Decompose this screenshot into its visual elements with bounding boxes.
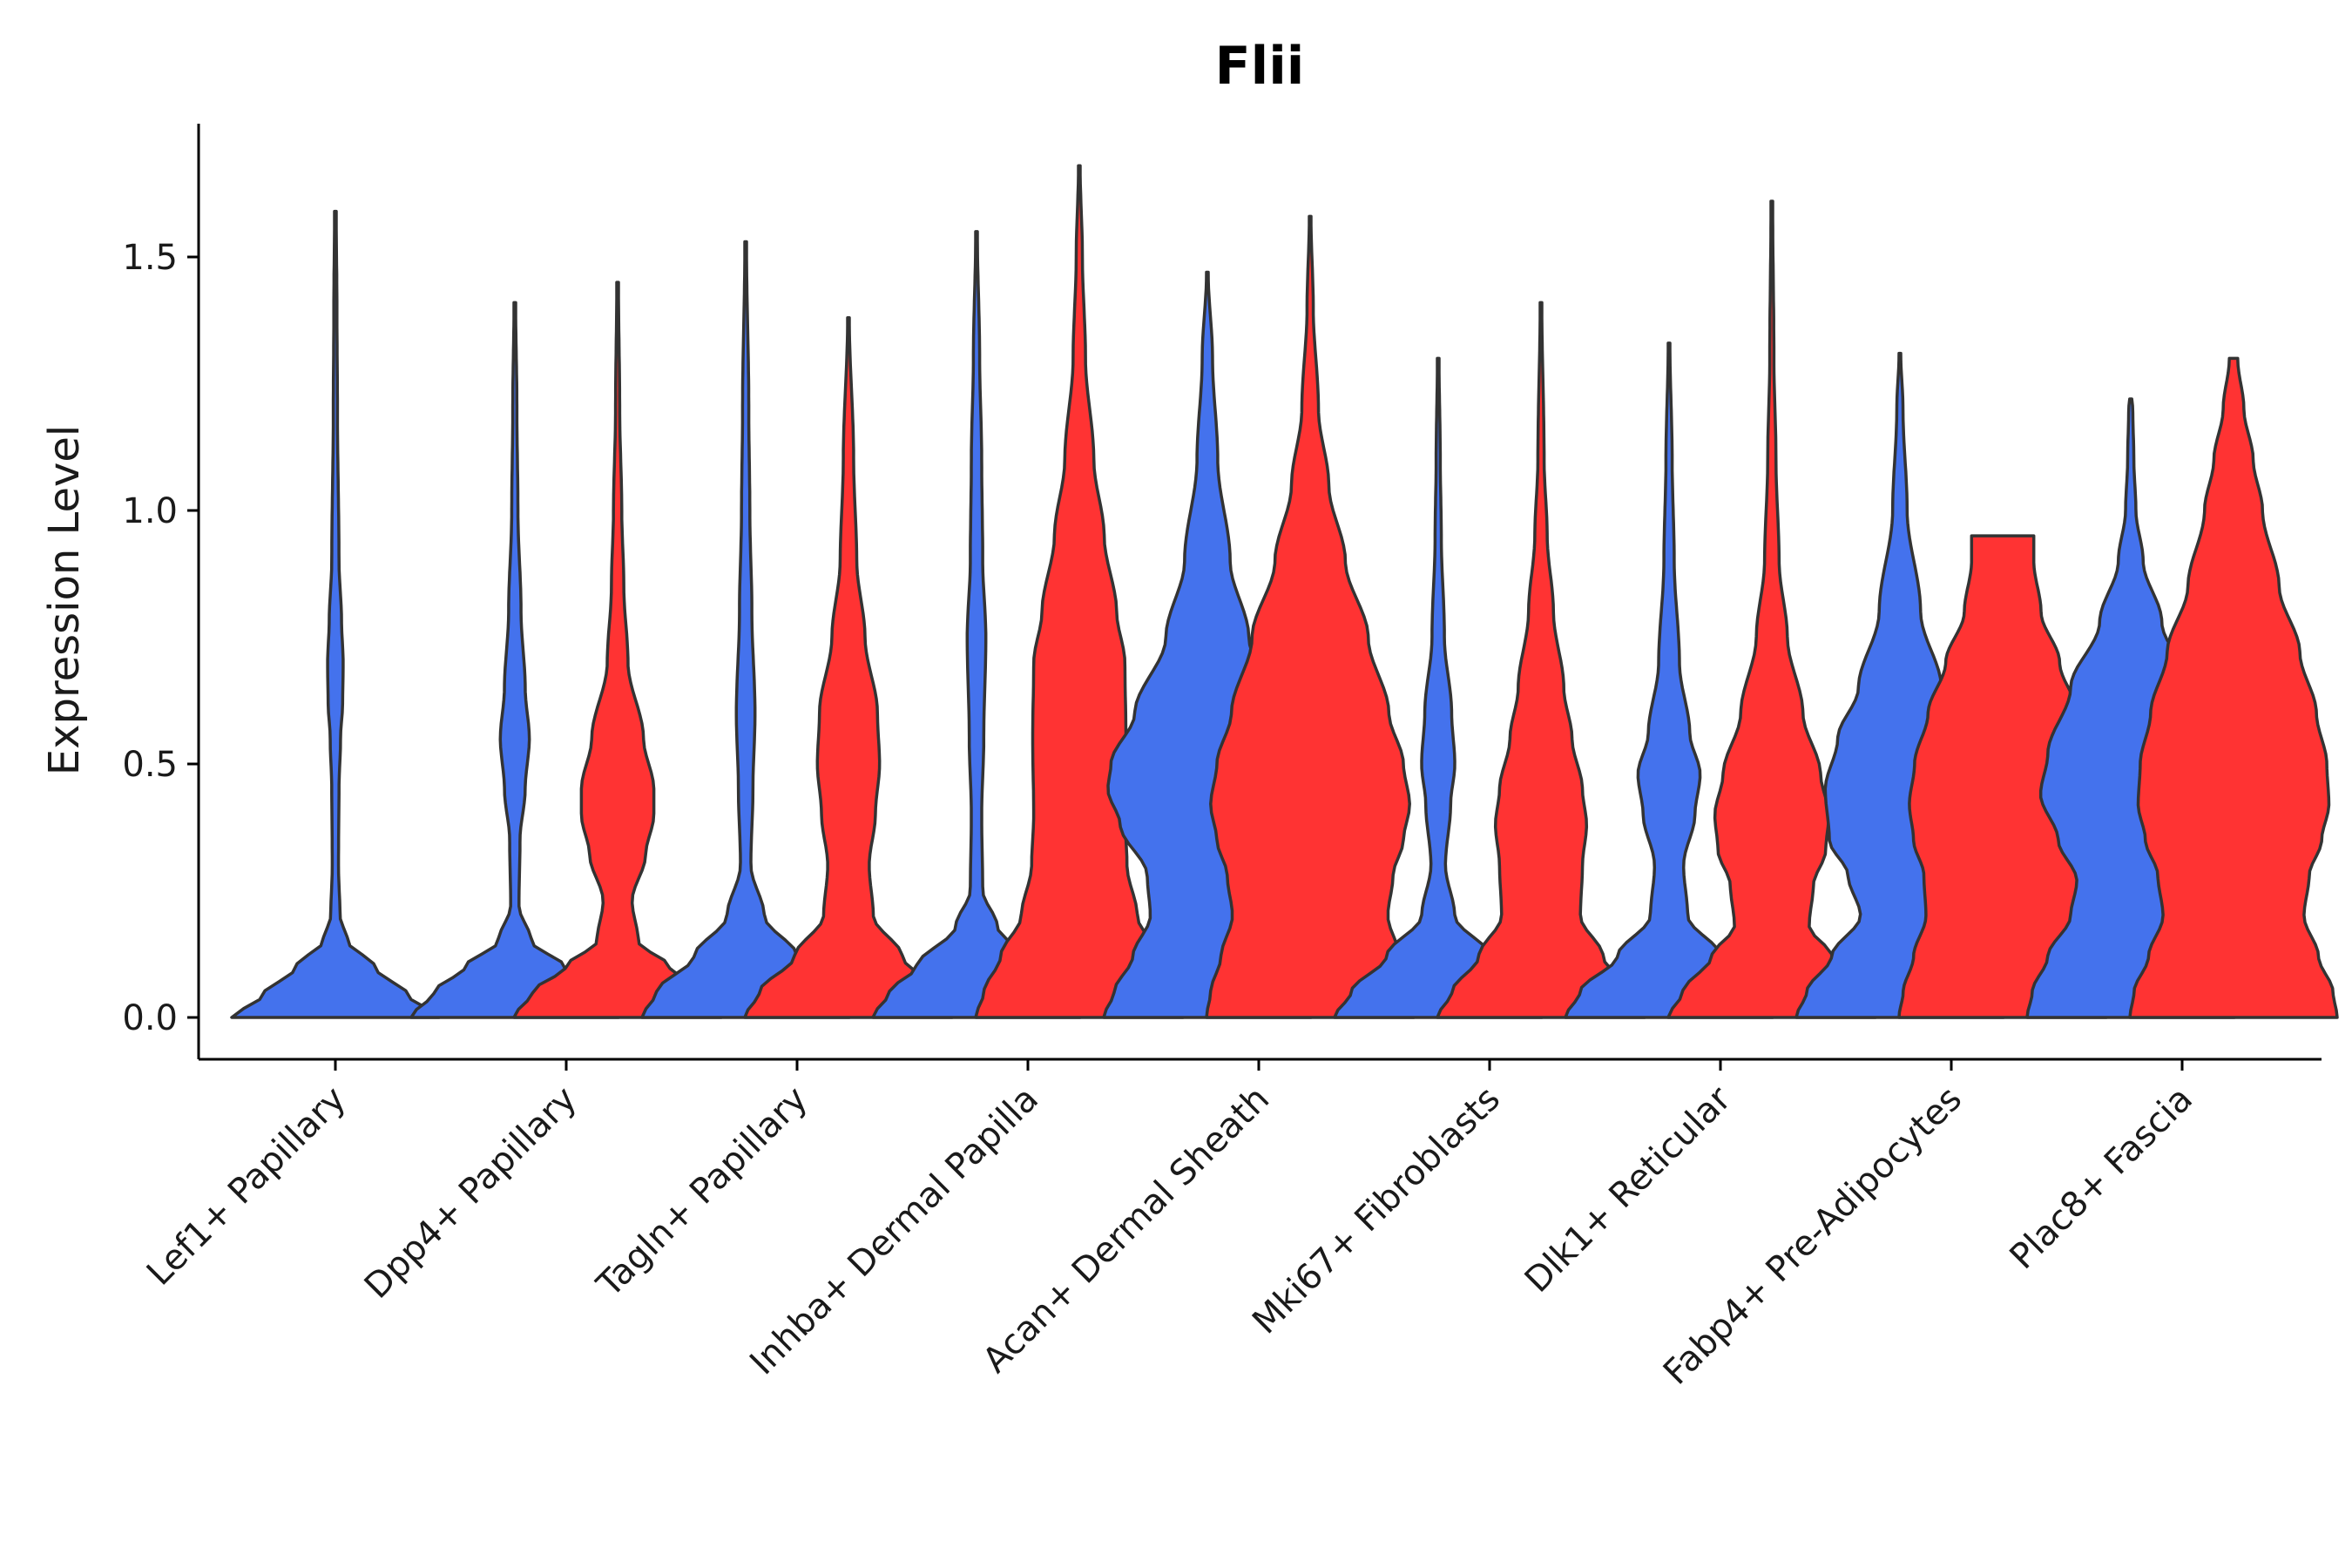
x-tick-label: Tagln+ Papillary xyxy=(589,1079,815,1306)
x-tick-label: Mki67+ Fibroblasts xyxy=(1245,1079,1508,1342)
violin-group1-4 xyxy=(871,230,1082,1019)
violin-group1-6 xyxy=(1333,356,1544,1019)
violin-group2-9 xyxy=(2128,356,2339,1019)
y-tick-label: 0.5 xyxy=(122,745,178,785)
violin-group1-1 xyxy=(230,209,441,1019)
violin-group1-2 xyxy=(409,301,620,1019)
y-axis: 0.0 0.5 1.0 1.5 xyxy=(122,124,200,1059)
violin-group2-5 xyxy=(1205,214,1416,1019)
x-axis: Lef1+ Papillary Dpp4+ Papillary Tagln+ Pap… xyxy=(139,1058,2322,1393)
violin-group2-7 xyxy=(1666,199,1877,1019)
chart-title: Flii xyxy=(1215,36,1305,97)
x-tick-label: Lef1+ Papillary xyxy=(139,1079,354,1294)
violin-group2-2 xyxy=(512,280,723,1019)
y-tick-label: 1.0 xyxy=(122,491,178,531)
y-tick-label: 1.5 xyxy=(122,238,178,278)
violin-group2-6 xyxy=(1436,301,1646,1019)
x-tick-label: Plac8+ Fascia xyxy=(2003,1079,2201,1278)
x-tick-label: Dlk1+ Reticular xyxy=(1517,1078,1740,1301)
y-axis-label: Expression Level xyxy=(40,425,89,776)
violin-group xyxy=(230,164,2339,1019)
violin-group1-7 xyxy=(1564,341,1774,1019)
violin-group2-3 xyxy=(743,316,954,1019)
y-tick-label: 0.0 xyxy=(122,998,178,1038)
violin-group1-3 xyxy=(640,240,851,1019)
x-tick-label: Dpp4+ Papillary xyxy=(357,1079,585,1307)
